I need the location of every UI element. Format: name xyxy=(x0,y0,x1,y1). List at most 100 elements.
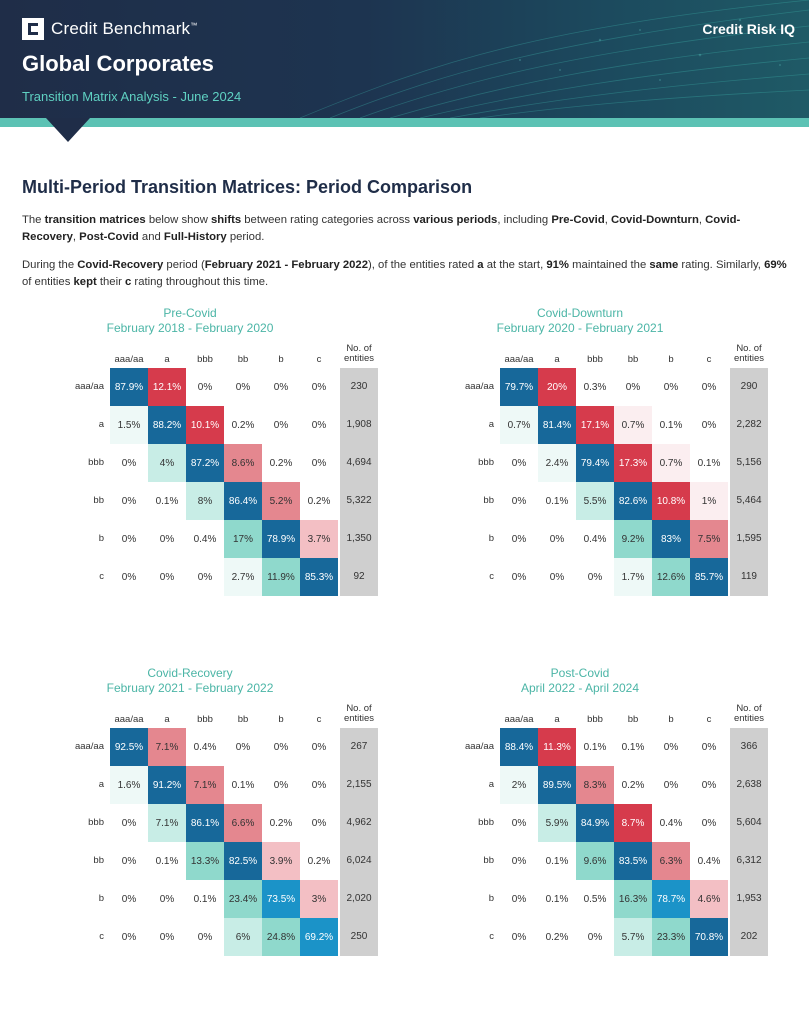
section-title: Multi-Period Transition Matrices: Period… xyxy=(22,177,473,197)
matrix-cell: 23.3% xyxy=(652,918,690,956)
entities-count: 1,350 xyxy=(346,533,372,544)
matrix-cell: 88.4% xyxy=(500,728,538,766)
column-header: c xyxy=(316,714,322,725)
matrix-cell: 0.1% xyxy=(545,495,569,507)
matrix-cell: 69.2% xyxy=(300,918,338,956)
matrix-cell: 0.3% xyxy=(583,381,607,393)
matrix-cell: 0% xyxy=(197,571,213,583)
row-label: bbb xyxy=(88,817,104,828)
entities-header: No. of entities xyxy=(343,343,375,364)
matrix-period-title: Covid-Downturn xyxy=(536,306,624,320)
intro-paragraph: The transition matrices below show shift… xyxy=(22,212,790,246)
matrix-cell: 0% xyxy=(121,495,137,507)
matrix-cell: 0% xyxy=(197,381,213,393)
matrix-cell: 83% xyxy=(652,520,690,558)
row-label: a xyxy=(488,779,494,790)
para-run: Post-Covid xyxy=(79,231,139,243)
matrix-cell: 5.9% xyxy=(538,804,576,842)
entities-count: 6,024 xyxy=(346,855,372,866)
matrix-cell: 86.1% xyxy=(186,804,224,842)
para-run: shifts xyxy=(211,214,242,226)
matrix-cell: 12.1% xyxy=(148,368,186,406)
entities-count: 5,464 xyxy=(736,495,762,506)
matrix-cell: 0% xyxy=(311,741,327,753)
matrix-cell: 84.9% xyxy=(576,804,614,842)
matrix-cell: 0% xyxy=(121,931,137,943)
matrix-cell: 24.8% xyxy=(262,918,300,956)
para-run: same xyxy=(649,259,679,271)
column-header: bb xyxy=(627,714,639,725)
matrix-cell: 91.2% xyxy=(148,766,186,804)
matrix-cell: 88.2% xyxy=(148,406,186,444)
matrix-cell: 4% xyxy=(148,444,186,482)
matrix-cell: 0% xyxy=(701,817,717,829)
entities-column-bg xyxy=(730,368,768,596)
matrix-cell: 0% xyxy=(121,533,137,545)
matrix-cell: 0% xyxy=(701,779,717,791)
matrix-cell: 1.5% xyxy=(110,406,148,444)
row-label: aaa/aa xyxy=(464,741,494,752)
matrix-cell: 10.1% xyxy=(186,406,224,444)
matrix-cell: 85.7% xyxy=(690,558,728,596)
entities-count: 2,020 xyxy=(346,893,372,904)
row-label: bb xyxy=(93,495,104,506)
header-notch xyxy=(46,118,90,142)
entities-count: 92 xyxy=(353,571,365,582)
entities-count: 2,638 xyxy=(736,779,762,790)
matrix-cell: 17.3% xyxy=(614,444,652,482)
matrix-cell: 0.2% xyxy=(269,817,293,829)
matrix-cell: 20% xyxy=(538,368,576,406)
matrix-cell: 8% xyxy=(186,482,224,520)
matrix-cell: 17.1% xyxy=(576,406,614,444)
matrix-cell: 0% xyxy=(663,381,679,393)
matrix-cell: 70.8% xyxy=(690,918,728,956)
column-header: bbb xyxy=(197,714,213,725)
matrix-cell: 0.7% xyxy=(652,444,690,482)
matrix-cell: 0.2% xyxy=(621,779,645,791)
matrix-cell: 0.1% xyxy=(545,855,569,867)
column-header: bbb xyxy=(197,354,213,365)
para-run: between rating categories across xyxy=(241,214,414,226)
entities-count: 1,953 xyxy=(736,893,762,904)
matrix-cell: 0.7% xyxy=(500,406,538,444)
matrix-cell: 6% xyxy=(224,918,262,956)
row-label: bbb xyxy=(478,817,494,828)
matrix-cell: 0.2% xyxy=(307,495,331,507)
entities-count: 2,155 xyxy=(346,779,372,790)
row-label: bb xyxy=(483,855,494,866)
matrix-cell: 4.6% xyxy=(690,880,728,918)
matrix-cell: 0% xyxy=(663,779,679,791)
column-header: b xyxy=(668,354,674,365)
matrix-cell: 79.4% xyxy=(576,444,614,482)
entities-count: 202 xyxy=(740,931,758,942)
matrix-cell: 0% xyxy=(511,571,527,583)
matrix-cell: 0% xyxy=(701,419,717,431)
matrix-cell: 0% xyxy=(511,495,527,507)
matrix-cell: 83.5% xyxy=(614,842,652,880)
matrix-cell: 0.4% xyxy=(193,741,217,753)
para-run: period. xyxy=(226,231,265,243)
para-run: rating throughout this time. xyxy=(131,276,269,288)
logo-text: Credit Benchmark™ xyxy=(51,19,198,38)
matrix-cell: 0.4% xyxy=(193,533,217,545)
matrix-cell: 9.2% xyxy=(614,520,652,558)
row-label: b xyxy=(98,533,104,544)
entities-column-bg xyxy=(730,728,768,956)
matrix-cell: 0% xyxy=(311,457,327,469)
matrix-cell: 0% xyxy=(197,931,213,943)
matrix-cell: 0% xyxy=(159,893,175,905)
matrix-cell: 0.2% xyxy=(231,419,255,431)
matrix-cell: 9.6% xyxy=(576,842,614,880)
para-run: c xyxy=(125,276,132,288)
matrix-cell: 0.1% xyxy=(545,893,569,905)
matrix-cell: 3.7% xyxy=(300,520,338,558)
matrix-cell: 0% xyxy=(159,571,175,583)
header-banner: Credit Benchmark™ Credit Risk IQ Global … xyxy=(0,0,809,118)
matrix-cell: 8.7% xyxy=(614,804,652,842)
entities-count: 290 xyxy=(740,381,758,392)
matrix-cell: 0% xyxy=(701,741,717,753)
row-label: b xyxy=(488,533,494,544)
row-label: bbb xyxy=(478,457,494,468)
matrix-cell: 7.1% xyxy=(148,728,186,766)
matrix-cell: 0.1% xyxy=(193,893,217,905)
